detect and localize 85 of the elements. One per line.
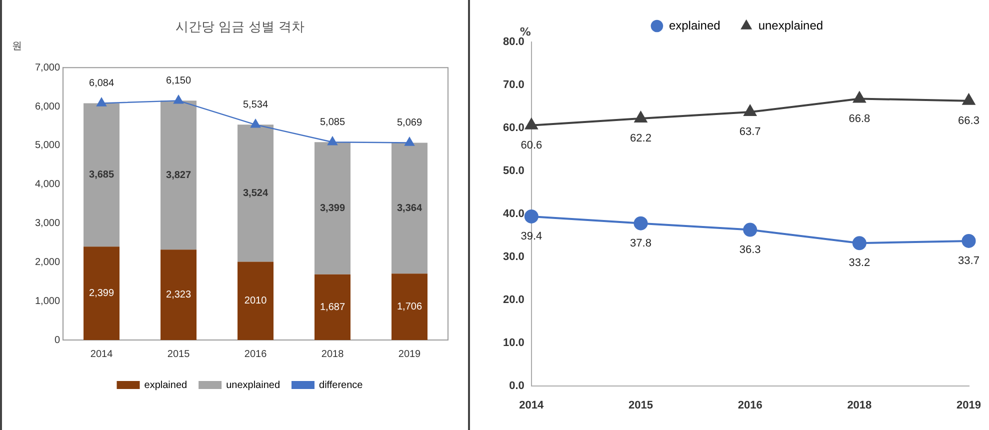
x-tick-label: 2014 <box>519 399 545 412</box>
bar <box>238 124 274 262</box>
data-label: 2,323 <box>166 290 192 301</box>
y-tick-label: 3,000 <box>34 218 60 230</box>
data-label: 3,399 <box>320 202 346 214</box>
x-tick-label: 2015 <box>628 399 653 412</box>
x-tick-label: 2015 <box>167 348 190 360</box>
x-tick-label: 2016 <box>244 348 268 360</box>
y-tick-label: 10.0 <box>502 336 524 349</box>
data-label: 60.6 <box>520 139 542 152</box>
legend-label: explained <box>668 18 720 32</box>
data-label: 39.4 <box>520 230 542 243</box>
point <box>525 118 538 130</box>
y-tick-label: 0 <box>54 334 60 346</box>
data-label: 66.8 <box>848 112 870 125</box>
bar <box>392 274 428 340</box>
bar <box>84 103 120 247</box>
y-tick-label: 40.0 <box>502 208 524 220</box>
point <box>853 92 866 103</box>
point <box>634 111 647 122</box>
y-tick-label: 80.0 <box>502 36 524 48</box>
data-label: 33.2 <box>848 257 870 270</box>
data-label: 2010 <box>244 296 268 307</box>
x-tick-label: 2018 <box>847 399 872 412</box>
point <box>634 216 648 230</box>
point <box>962 94 975 105</box>
point <box>852 236 866 250</box>
bar <box>314 274 351 340</box>
point <box>96 98 106 106</box>
data-label: 63.7 <box>739 126 761 138</box>
data-label: 3,524 <box>242 188 268 199</box>
legend-label: difference <box>319 380 364 391</box>
x-tick-label: 2016 <box>738 399 762 412</box>
data-label: 62.2 <box>630 132 652 145</box>
data-label: 5,534 <box>242 99 268 110</box>
x-tick-label: 2018 <box>321 348 344 360</box>
x-tick-label: 2019 <box>398 348 422 360</box>
y-tick-label: 60.0 <box>502 122 524 134</box>
data-label: 6,084 <box>89 78 114 89</box>
data-label: 3,685 <box>89 170 114 181</box>
bar <box>314 142 351 274</box>
point <box>328 136 338 146</box>
y-tick-label: 20.0 <box>502 294 524 306</box>
bar <box>238 262 274 340</box>
y-tick-label: 30.0 <box>502 250 524 263</box>
x-tick-label: 2019 <box>956 399 982 412</box>
y-tick-label: 1,000 <box>34 296 60 307</box>
legend-label: unexplained <box>758 18 824 32</box>
point <box>404 137 414 146</box>
data-label: 33.7 <box>958 255 980 268</box>
y-tick-label: 6,000 <box>34 101 60 112</box>
bar <box>160 100 197 250</box>
y-axis-title: 원 <box>12 41 22 52</box>
data-label: 5,069 <box>396 117 422 128</box>
y-tick-label: 7,000 <box>34 62 60 74</box>
bar <box>84 246 120 340</box>
y-axis-title: % <box>520 25 531 38</box>
point <box>743 222 758 237</box>
chart-title: 시간당 임금 성별 격차 <box>175 20 305 36</box>
data-label: 3,827 <box>166 170 192 181</box>
bar <box>160 250 197 340</box>
data-label: 1,687 <box>320 302 346 313</box>
legend-label: unexplained <box>226 380 280 391</box>
y-tick-label: 5,000 <box>34 140 60 152</box>
y-tick-label: 50.0 <box>502 164 524 177</box>
legend-label: explained <box>144 380 188 391</box>
data-label: 37.8 <box>630 237 652 250</box>
y-tick-label: 4,000 <box>34 179 60 190</box>
x-tick-label: 2014 <box>90 348 114 360</box>
y-tick-label: 70.0 <box>502 79 524 92</box>
bar <box>392 142 428 274</box>
data-label: 1,706 <box>396 302 422 313</box>
data-label: 66.3 <box>958 114 980 127</box>
point <box>524 209 538 224</box>
y-tick-label: 2,000 <box>34 256 60 268</box>
data-label: 3,364 <box>396 202 422 214</box>
data-label: 2,399 <box>89 288 114 300</box>
point <box>250 119 260 128</box>
point <box>962 234 976 248</box>
data-label: 36.3 <box>739 244 761 256</box>
y-tick-label: 0.0 <box>509 380 524 392</box>
data-label: 6,150 <box>166 75 192 86</box>
point <box>174 95 184 104</box>
point <box>744 105 756 116</box>
data-label: 5,085 <box>320 116 346 128</box>
